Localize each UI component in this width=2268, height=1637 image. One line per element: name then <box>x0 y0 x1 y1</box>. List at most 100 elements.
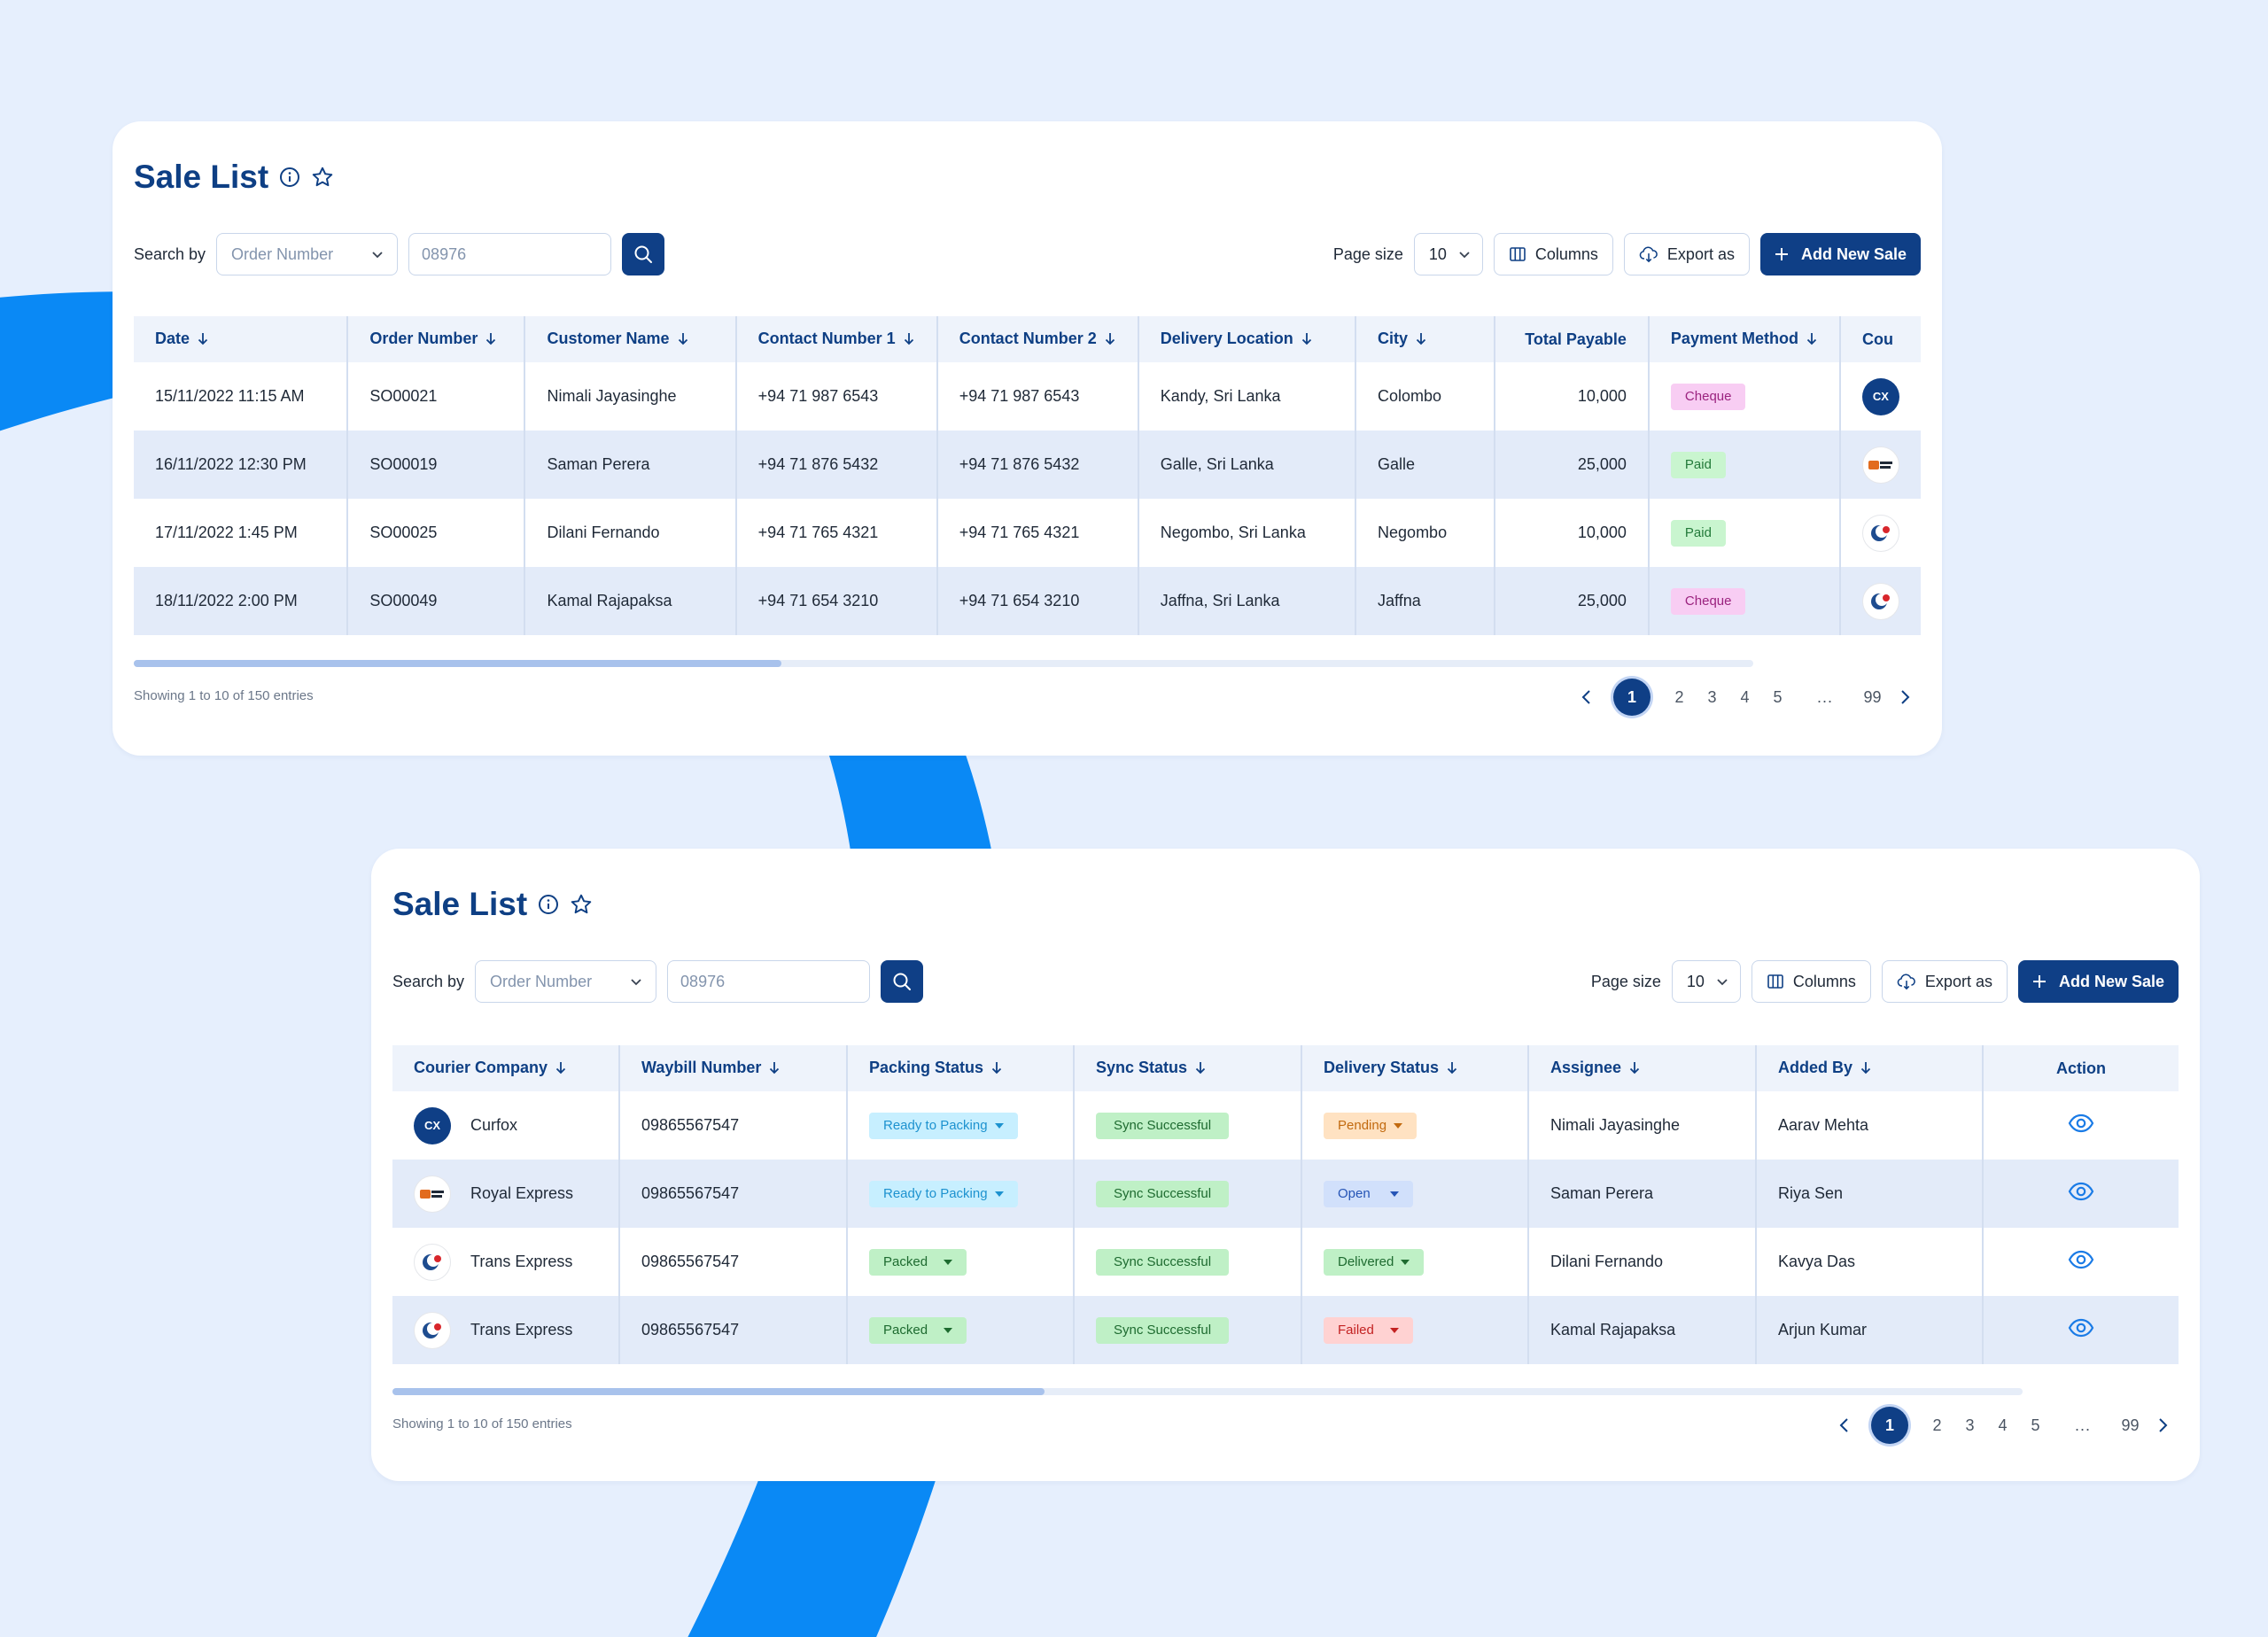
cell-delivery-status[interactable]: Open <box>1301 1160 1529 1228</box>
sort-arrow-icon[interactable] <box>1104 331 1116 350</box>
page-2-button[interactable]: 2 <box>1932 1416 1942 1434</box>
cell-packing-status[interactable]: Packed <box>847 1296 1075 1364</box>
sort-arrow-icon[interactable] <box>768 1060 781 1079</box>
delivery-status-dropdown[interactable]: Failed <box>1324 1316 1413 1344</box>
col-header-delivery-location[interactable]: Delivery Location <box>1138 316 1357 362</box>
cell-delivery-status[interactable]: Delivered <box>1301 1228 1529 1296</box>
delivery-status-dropdown[interactable]: Open <box>1324 1180 1413 1207</box>
horizontal-scrollbar[interactable] <box>134 660 1753 667</box>
info-icon[interactable] <box>538 894 559 915</box>
col-header-customer-name[interactable]: Customer Name <box>524 316 737 362</box>
table-row[interactable]: Trans Express 09865567547 Packed Sync Su… <box>392 1296 2179 1364</box>
col-header-delivery-status[interactable]: Delivery Status <box>1301 1045 1529 1091</box>
view-eye-icon[interactable] <box>2068 1318 2094 1338</box>
col-header-total-payable[interactable]: Total Payable <box>1494 316 1650 362</box>
export-button[interactable]: Export as <box>1881 960 2008 1003</box>
table-row[interactable]: 16/11/2022 12:30 PM SO00019 Saman Perera… <box>134 431 1921 499</box>
table-row[interactable]: Trans Express 09865567547 Packed Sync Su… <box>392 1228 2179 1296</box>
sort-arrow-icon[interactable] <box>1194 1060 1207 1079</box>
table-row[interactable]: 17/11/2022 1:45 PM SO00025 Dilani Fernan… <box>134 499 1921 567</box>
col-header-assignee[interactable]: Assignee <box>1528 1045 1757 1091</box>
col-header-added-by[interactable]: Added By <box>1756 1045 1984 1091</box>
table-row[interactable]: 15/11/2022 11:15 AM SO00021 Nimali Jayas… <box>134 362 1921 431</box>
page-3-button[interactable]: 3 <box>1965 1416 1975 1434</box>
royal-express-logo-icon <box>414 1175 451 1213</box>
page-5-button[interactable]: 5 <box>2031 1416 2040 1434</box>
next-page-button[interactable] <box>2147 1408 2179 1443</box>
col-header-date[interactable]: Date <box>134 316 349 362</box>
sort-arrow-icon[interactable] <box>197 331 209 350</box>
cell-delivery-status[interactable]: Failed <box>1301 1296 1529 1364</box>
cell-packing-status[interactable]: Ready to Packing <box>847 1091 1075 1160</box>
page-99-button[interactable]: 99 <box>1863 687 1882 706</box>
columns-button[interactable]: Columns <box>1751 960 1871 1003</box>
search-button[interactable] <box>622 233 665 275</box>
star-icon[interactable] <box>311 166 334 189</box>
next-page-button[interactable] <box>1889 679 1921 715</box>
col-header-waybill-number[interactable]: Waybill Number <box>619 1045 848 1091</box>
page-size-select[interactable]: 10 <box>1671 960 1741 1003</box>
view-eye-icon[interactable] <box>2068 1113 2094 1133</box>
page-4-button[interactable]: 4 <box>1998 1416 2008 1434</box>
col-header-payment-method[interactable]: Payment Method <box>1648 316 1841 362</box>
scrollbar-thumb[interactable] <box>134 660 782 667</box>
col-header-contact-number-1[interactable]: Contact Number 1 <box>735 316 938 362</box>
star-icon[interactable] <box>570 893 593 916</box>
columns-button[interactable]: Columns <box>1493 233 1613 275</box>
export-button[interactable]: Export as <box>1623 233 1750 275</box>
search-field-select[interactable]: Order Number <box>475 960 657 1003</box>
delivery-status-dropdown[interactable]: Delivered <box>1324 1248 1425 1276</box>
search-input[interactable]: 08976 <box>408 233 612 275</box>
sort-arrow-icon[interactable] <box>1806 331 1818 350</box>
prev-page-button[interactable] <box>1571 679 1603 715</box>
col-header-order-number[interactable]: Order Number <box>347 316 526 362</box>
sort-arrow-icon[interactable] <box>1628 1060 1641 1079</box>
sort-arrow-icon[interactable] <box>677 331 689 350</box>
page-4-button[interactable]: 4 <box>1740 687 1750 706</box>
search-button[interactable] <box>881 960 924 1003</box>
col-header-courier-company[interactable]: Courier Company <box>392 1045 620 1091</box>
col-header-contact-number-2[interactable]: Contact Number 2 <box>936 316 1139 362</box>
horizontal-scrollbar[interactable] <box>392 1388 2023 1395</box>
scrollbar-thumb[interactable] <box>392 1388 1045 1395</box>
view-eye-icon[interactable] <box>2068 1182 2094 1201</box>
page-2-button[interactable]: 2 <box>1674 687 1684 706</box>
col-header-sync-status[interactable]: Sync Status <box>1074 1045 1302 1091</box>
table-row[interactable]: CX Curfox 09865567547 Ready to Packing Sy… <box>392 1091 2179 1160</box>
sort-arrow-icon[interactable] <box>485 331 497 350</box>
packing-status-dropdown[interactable]: Packed <box>869 1316 967 1344</box>
sort-arrow-icon[interactable] <box>555 1060 567 1079</box>
sort-arrow-icon[interactable] <box>990 1060 1003 1079</box>
sort-arrow-icon[interactable] <box>1446 1060 1458 1079</box>
add-new-sale-button[interactable]: Add New Sale <box>2017 960 2179 1003</box>
table-row[interactable]: 18/11/2022 2:00 PM SO00049 Kamal Rajapak… <box>134 567 1921 635</box>
packing-status-dropdown[interactable]: Packed <box>869 1248 967 1276</box>
view-eye-icon[interactable] <box>2068 1250 2094 1269</box>
page-ellipsis: ... <box>2074 1416 2091 1434</box>
sort-arrow-icon[interactable] <box>1301 331 1313 350</box>
cell-delivery-status[interactable]: Pending <box>1301 1091 1529 1160</box>
delivery-status-dropdown[interactable]: Pending <box>1324 1112 1418 1139</box>
page-3-button[interactable]: 3 <box>1707 687 1717 706</box>
page-size-select[interactable]: 10 <box>1413 233 1483 275</box>
cell-packing-status[interactable]: Ready to Packing <box>847 1160 1075 1228</box>
col-header-courier-truncated[interactable]: Cou <box>1839 316 1921 362</box>
packing-status-dropdown[interactable]: Ready to Packing <box>869 1180 1018 1207</box>
page-5-button[interactable]: 5 <box>1773 687 1783 706</box>
search-input[interactable]: 08976 <box>667 960 871 1003</box>
page-1-button[interactable]: 1 <box>1871 1407 1908 1444</box>
search-field-select[interactable]: Order Number <box>216 233 399 275</box>
sort-arrow-icon[interactable] <box>903 331 915 350</box>
add-new-sale-button[interactable]: Add New Sale <box>1759 233 1921 275</box>
sort-arrow-icon[interactable] <box>1860 1060 1872 1079</box>
page-1-button[interactable]: 1 <box>1613 679 1651 716</box>
cell-packing-status[interactable]: Packed <box>847 1228 1075 1296</box>
table-row[interactable]: Royal Express 09865567547 Ready to Packi… <box>392 1160 2179 1228</box>
prev-page-button[interactable] <box>1829 1408 1860 1443</box>
sort-arrow-icon[interactable] <box>1415 331 1427 350</box>
page-99-button[interactable]: 99 <box>2121 1416 2140 1434</box>
col-header-packing-status[interactable]: Packing Status <box>847 1045 1075 1091</box>
info-icon[interactable] <box>279 167 300 188</box>
packing-status-dropdown[interactable]: Ready to Packing <box>869 1112 1018 1139</box>
col-header-city[interactable]: City <box>1355 316 1495 362</box>
